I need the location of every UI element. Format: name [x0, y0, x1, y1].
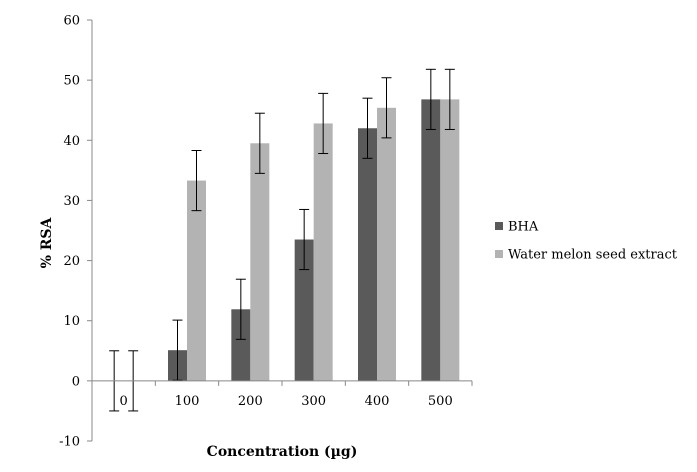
x-axis-title: Concentration (µg) [207, 444, 358, 460]
y-tick-label-20: 20 [63, 254, 80, 269]
bar-bha-500 [421, 99, 441, 381]
bars-layer [168, 99, 460, 381]
bar-water-melon-seed-extract-500 [440, 99, 460, 381]
bar-water-melon-seed-extract-300 [313, 123, 333, 381]
bar-water-melon-seed-extract-100 [187, 180, 206, 381]
bar-bha-200 [231, 309, 251, 381]
y-tick-label-60: 60 [63, 14, 80, 29]
legend-swatch-1 [495, 250, 503, 258]
y-tick-label-0: 0 [72, 374, 80, 389]
x-tick-label-0: 0 [120, 394, 128, 409]
legend-label-1: Water melon seed extract [508, 248, 678, 263]
y-tick-label--10: -10 [59, 435, 80, 450]
x-tick-label-300: 300 [301, 394, 326, 409]
bar-bha-400 [358, 128, 377, 381]
y-tick-label-10: 10 [63, 314, 80, 329]
tick-labels-layer: 0 100 200 300 400 500 -10 0 10 20 30 40 50 60 [59, 14, 453, 450]
bar-bha-300 [294, 239, 314, 381]
legend-swatch-0 [495, 222, 503, 230]
y-tick-label-50: 50 [63, 74, 80, 89]
y-axis-title: % RSA [39, 216, 55, 268]
x-tick-label-400: 400 [365, 394, 390, 409]
y-tick-label-40: 40 [63, 134, 80, 149]
x-tick-label-500: 500 [428, 394, 453, 409]
legend: BHA Water melon seed extract [495, 220, 678, 263]
x-tick-label-100: 100 [175, 394, 200, 409]
bar-water-melon-seed-extract-200 [250, 143, 270, 381]
bar-water-melon-seed-extract-400 [377, 107, 396, 381]
axes-layer [87, 19, 473, 442]
x-tick-label-200: 200 [238, 394, 263, 409]
y-tick-label-30: 30 [63, 194, 80, 209]
legend-label-0: BHA [508, 220, 539, 235]
error-bars-layer [109, 68, 455, 412]
